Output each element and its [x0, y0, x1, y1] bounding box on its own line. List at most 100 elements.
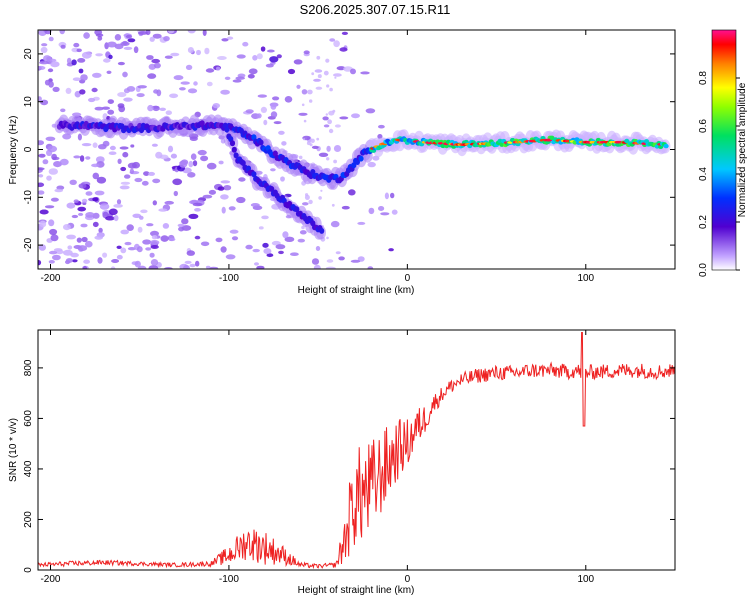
- spectral-noise-blob: [133, 46, 139, 54]
- spectral-noise-blob: [77, 133, 82, 141]
- spectral-noise-blob: [256, 53, 263, 60]
- spectral-noise-blob: [360, 71, 370, 75]
- spectral-noise-blob: [98, 227, 103, 233]
- spectral-noise-blob: [164, 200, 174, 205]
- spectral-noise-blob: [91, 87, 98, 93]
- spectral-noise-blob: [78, 212, 84, 216]
- spectral-noise-blob: [81, 198, 88, 203]
- spectral-noise-blob: [72, 259, 78, 263]
- spectral-noise-blob: [123, 97, 133, 102]
- spectral-noise-blob: [228, 206, 236, 211]
- spectral-noise-blob: [333, 73, 342, 77]
- spectral-noise-blob: [310, 138, 315, 143]
- spectral-noise-blob: [298, 112, 308, 116]
- spectral-noise-blob: [388, 248, 394, 252]
- spectral-noise-blob: [151, 235, 158, 240]
- spectral-noise-blob: [167, 30, 175, 34]
- spectral-noise-blob: [38, 244, 47, 251]
- spectral-noise-blob: [59, 158, 69, 166]
- spectral-noise-blob: [107, 99, 115, 104]
- spectrogram-x-axis: -200 -100 0 100: [40, 30, 595, 284]
- spectral-noise-blob: [55, 249, 64, 255]
- spectral-noise-blob: [92, 142, 98, 148]
- spectral-noise-blob: [137, 31, 148, 35]
- spectral-noise-blob: [281, 141, 287, 146]
- spectral-noise-blob: [134, 260, 141, 268]
- spectral-noise-blob: [189, 263, 196, 268]
- spectral-noise-blob: [205, 265, 211, 269]
- spectral-noise-blob: [261, 215, 269, 220]
- spectral-ridge-core: [231, 146, 237, 153]
- y-tick-label: 0: [23, 146, 34, 152]
- spectral-noise-blob: [38, 140, 44, 146]
- spectral-noise-blob: [284, 96, 293, 103]
- spectral-noise-blob: [311, 72, 315, 76]
- spectral-noise-blob: [102, 252, 108, 258]
- spectral-noise-blob: [204, 47, 210, 55]
- spectral-noise-blob: [334, 76, 337, 79]
- spectral-noise-blob: [169, 93, 179, 99]
- spectral-noise-blob: [245, 109, 254, 114]
- spectral-noise-blob: [124, 241, 132, 246]
- spectral-noise-blob: [92, 221, 99, 228]
- spectral-noise-blob: [260, 46, 266, 52]
- x-tick-label: 100: [577, 574, 594, 585]
- spectral-noise-blob: [215, 237, 223, 243]
- spectral-noise-blob: [38, 174, 44, 178]
- spectral-noise-blob: [225, 254, 236, 260]
- spectral-noise-blob: [194, 208, 201, 212]
- snr-y-label: SNR (10 * v/v): [8, 418, 19, 482]
- spectral-noise-blob: [220, 180, 231, 184]
- spectral-noise-blob: [301, 225, 305, 230]
- spectral-noise-blob: [48, 168, 58, 175]
- spectral-noise-blob: [97, 257, 103, 264]
- spectral-noise-blob: [173, 190, 178, 197]
- spectral-noise-blob: [85, 191, 93, 196]
- spectral-noise-blob: [48, 260, 55, 264]
- spectral-noise-blob: [136, 93, 145, 98]
- spectral-noise-blob: [124, 174, 131, 179]
- spectral-noise-blob: [85, 212, 95, 218]
- spectral-noise-blob: [193, 81, 198, 86]
- spectral-noise-blob: [208, 189, 216, 195]
- spectral-noise-blob: [159, 107, 166, 112]
- spectral-noise-blob: [77, 206, 86, 212]
- spectral-ridge-core: [229, 140, 236, 147]
- spectral-noise-blob: [122, 71, 128, 78]
- spectral-noise-blob: [287, 68, 296, 75]
- spectral-noise-blob: [202, 194, 213, 199]
- spectral-noise-blob: [326, 259, 334, 263]
- x-tick-label: -100: [219, 273, 239, 284]
- spectral-noise-blob: [53, 161, 62, 168]
- spectral-noise-blob: [50, 61, 60, 68]
- x-tick-label: 100: [577, 273, 594, 284]
- spectral-noise-blob: [116, 199, 122, 205]
- spectral-noise-blob: [265, 63, 274, 68]
- spectral-noise-blob: [160, 235, 169, 242]
- spectral-noise-blob: [141, 180, 149, 186]
- spectral-noise-blob: [44, 205, 55, 209]
- spectral-noise-blob: [92, 197, 99, 202]
- spectral-noise-blob: [117, 92, 127, 98]
- spectral-noise-blob: [155, 151, 163, 159]
- spectral-noise-blob: [187, 88, 198, 94]
- spectral-noise-blob: [109, 145, 116, 151]
- y-tick-label: 20: [23, 48, 34, 60]
- colorbar-frame: [711, 29, 737, 271]
- spectral-noise-blob: [50, 197, 59, 202]
- spectral-noise-blob: [357, 256, 365, 262]
- spectral-noise-blob: [329, 38, 336, 42]
- spectral-noise-blob: [339, 116, 349, 120]
- spectral-noise-blob: [95, 53, 103, 57]
- spectral-noise-blob: [252, 55, 258, 61]
- spectral-noise-blob: [108, 151, 117, 155]
- spectral-noise-blob: [229, 229, 239, 234]
- spectral-noise-blob: [151, 58, 160, 64]
- spectral-noise-blob: [137, 226, 143, 233]
- spectral-noise-blob: [187, 47, 194, 54]
- colorbar: 0.0 0.2 0.4 0.6 0.8 Normalized spectral ampl…: [698, 29, 748, 277]
- spectral-noise-blob: [197, 149, 207, 156]
- x-tick-label: 0: [405, 273, 411, 284]
- y-tick-label: 10: [23, 96, 34, 108]
